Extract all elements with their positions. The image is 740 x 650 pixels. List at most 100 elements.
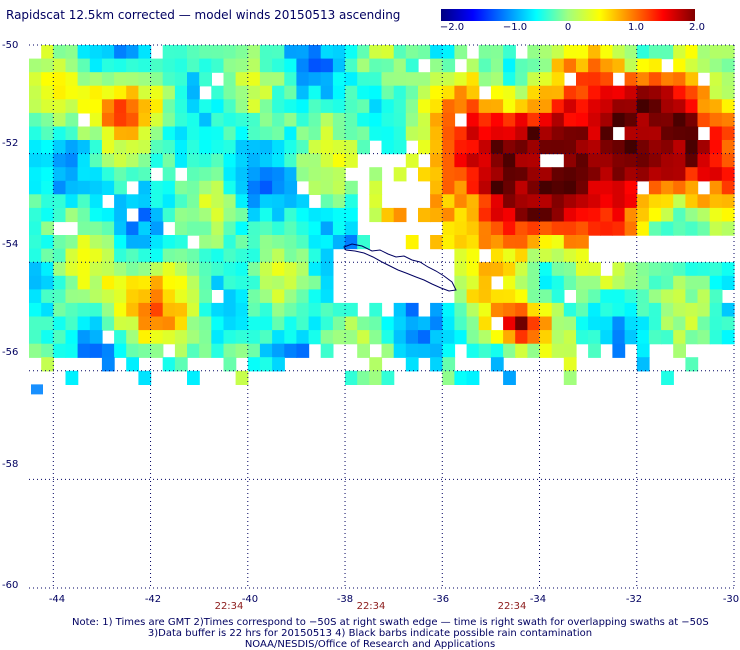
wind-difference-cell (697, 289, 711, 304)
wind-difference-cell (673, 85, 686, 100)
wind-difference-cell (503, 45, 516, 60)
wind-difference-cell (77, 289, 91, 304)
wind-difference-cell (247, 235, 261, 250)
wind-difference-cell (114, 72, 127, 87)
wind-difference-cell (41, 126, 54, 141)
wind-difference-cell (187, 262, 200, 277)
wind-difference-cell (673, 343, 686, 358)
wind-difference-cell (442, 343, 456, 358)
wind-difference-cell (636, 153, 650, 168)
wind-difference-cell (503, 316, 516, 331)
wind-difference-cell (721, 330, 735, 345)
wind-difference-cell (588, 302, 601, 318)
wind-difference-cell (673, 140, 686, 155)
wind-difference-cell (709, 58, 723, 73)
wind-difference-cell (721, 85, 735, 100)
wind-difference-cell (600, 289, 614, 304)
wind-difference-cell (235, 126, 249, 141)
wind-difference-cell (697, 330, 711, 345)
wind-difference-cell (515, 316, 528, 331)
wind-difference-cell (126, 99, 139, 114)
wind-difference-cell (430, 194, 443, 209)
wind-difference-cell (89, 72, 103, 87)
wind-difference-cell (648, 207, 662, 223)
wind-difference-cell (661, 262, 674, 277)
wind-difference-cell (515, 289, 528, 304)
wind-difference-cell (332, 45, 346, 60)
wind-difference-cell (272, 99, 285, 114)
wind-difference-cell (259, 153, 273, 168)
wind-difference-cell (174, 248, 188, 263)
wind-difference-cell (478, 235, 492, 250)
colorbar-tick: 1.0 (628, 22, 644, 33)
wind-difference-cell (612, 140, 626, 155)
wind-difference-cell (503, 85, 516, 100)
wind-difference-cell (259, 72, 273, 87)
wind-difference-cell (308, 167, 322, 182)
wind-difference-cell (174, 180, 188, 195)
wind-difference-cell (296, 302, 310, 318)
wind-difference-cell (600, 72, 614, 87)
wind-difference-cell (65, 275, 79, 290)
wind-difference-cell (320, 302, 334, 318)
wind-difference-cell (223, 235, 237, 250)
wind-difference-cell (478, 153, 492, 168)
wind-difference-cell (685, 112, 699, 128)
wind-difference-cell (490, 167, 504, 182)
wind-difference-cell (454, 99, 468, 114)
wind-difference-cell (430, 126, 443, 141)
wind-difference-cell (126, 248, 139, 263)
wind-difference-cell (320, 194, 334, 209)
wind-difference-cell (29, 262, 42, 277)
wind-difference-cell (648, 126, 662, 141)
wind-difference-cell (539, 85, 553, 100)
wind-difference-cell (235, 58, 249, 73)
wind-difference-cell (478, 99, 492, 114)
wind-difference-cell (126, 316, 139, 331)
wind-difference-cell (685, 289, 699, 304)
wind-difference-cell (332, 112, 346, 128)
wind-difference-cell (490, 330, 504, 345)
wind-difference-cell (223, 275, 237, 290)
wind-difference-cell (162, 180, 176, 195)
wind-difference-cell (162, 167, 176, 182)
wind-difference-cell (174, 235, 188, 250)
wind-difference-cell (466, 289, 480, 304)
wind-difference-cell (478, 275, 492, 290)
wind-difference-cell (478, 140, 492, 155)
wind-difference-cell (138, 45, 152, 60)
wind-difference-cell (636, 167, 650, 182)
wind-difference-cell (162, 302, 176, 318)
wind-difference-cell (673, 194, 686, 209)
wind-difference-cell (697, 140, 711, 155)
wind-difference-cell (199, 262, 212, 277)
wind-difference-cell (503, 167, 516, 182)
wind-difference-cell (320, 167, 334, 182)
wind-difference-cell (624, 140, 638, 155)
wind-difference-cell (272, 72, 285, 87)
wind-difference-cell (211, 140, 225, 155)
wind-difference-cell (29, 72, 42, 87)
wind-difference-cell (126, 45, 139, 60)
wind-difference-cell (150, 72, 164, 87)
wind-difference-cell (527, 167, 541, 182)
wind-difference-cell (235, 262, 249, 277)
wind-difference-cell (490, 72, 504, 87)
wind-difference-cell (150, 221, 164, 236)
wind-difference-cell (199, 221, 212, 236)
wind-difference-cell (454, 72, 468, 87)
wind-difference-cell (527, 316, 541, 331)
wind-difference-cell (466, 126, 480, 141)
wind-difference-cell (393, 343, 407, 358)
wind-difference-cell (211, 45, 225, 60)
wind-difference-cell (503, 99, 516, 114)
wind-difference-cell (296, 140, 310, 155)
wind-difference-cell (430, 45, 443, 60)
wind-difference-cell (405, 126, 419, 141)
wind-difference-cell (454, 126, 468, 141)
wind-difference-cell (150, 330, 164, 345)
wind-difference-cell (284, 221, 298, 236)
wind-difference-cell (77, 85, 91, 100)
wind-difference-cell (101, 262, 115, 277)
wind-difference-cell (126, 153, 139, 168)
